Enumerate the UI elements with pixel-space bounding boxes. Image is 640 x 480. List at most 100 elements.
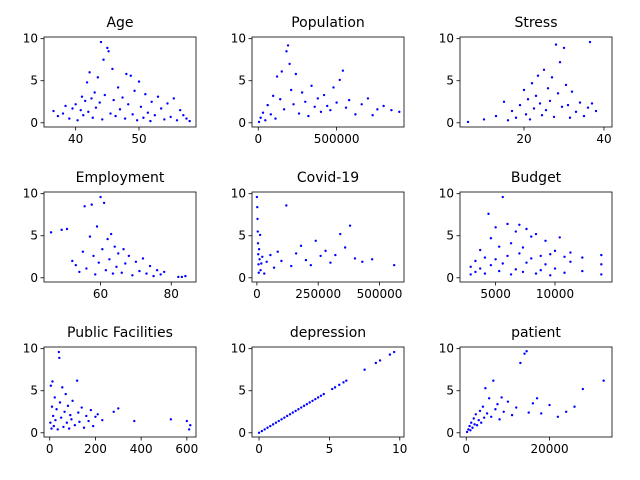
data-point	[71, 259, 74, 263]
data-point	[600, 273, 603, 276]
data-point	[53, 396, 56, 399]
data-point	[261, 255, 264, 258]
data-point	[474, 270, 477, 274]
data-point	[345, 379, 348, 382]
data-point	[269, 253, 272, 257]
data-point	[501, 262, 504, 265]
data-point	[282, 108, 286, 111]
data-point	[483, 272, 487, 275]
data-point	[485, 412, 489, 415]
data-point	[518, 252, 521, 255]
y-tick-label: 5	[30, 384, 38, 398]
data-point	[297, 408, 300, 411]
data-point	[333, 386, 337, 389]
data-point	[94, 273, 97, 276]
data-point	[546, 87, 550, 90]
data-point	[106, 237, 109, 241]
data-point	[155, 269, 159, 272]
y-tick-label: 5	[30, 74, 38, 88]
subplot-title: Public Facilities	[67, 325, 173, 341]
data-point	[137, 80, 141, 83]
data-point	[113, 245, 116, 248]
y-tick-label: 0	[30, 426, 38, 440]
data-point	[104, 269, 108, 272]
data-point	[292, 103, 295, 106]
data-point	[269, 113, 272, 116]
data-point	[329, 108, 332, 112]
data-point	[263, 272, 266, 275]
y-tick-label: 10	[231, 342, 246, 356]
data-point	[101, 248, 104, 251]
data-point	[259, 269, 262, 272]
data-point	[566, 103, 570, 107]
data-point	[556, 92, 560, 95]
subplot-budget: Budget 5000 10000 0 5 10	[439, 170, 613, 301]
data-point	[497, 245, 501, 248]
axes-frame	[459, 36, 613, 128]
data-point	[324, 249, 327, 253]
data-point	[87, 419, 90, 423]
data-point	[528, 118, 532, 121]
data-point	[550, 76, 554, 79]
data-point	[162, 270, 166, 274]
data-point	[260, 262, 263, 265]
data-point	[475, 424, 479, 427]
data-point	[470, 421, 473, 424]
y-tick-label: 0	[30, 271, 38, 285]
data-point	[52, 424, 56, 428]
data-point	[257, 431, 261, 434]
y-tick-label: 5	[238, 74, 246, 88]
data-point	[581, 269, 584, 273]
data-point	[107, 50, 110, 53]
data-point	[109, 232, 113, 236]
subplot-title: patient	[511, 325, 561, 341]
data-point	[530, 235, 533, 238]
data-point	[474, 259, 477, 263]
data-point	[524, 113, 528, 116]
data-point	[114, 114, 117, 118]
data-point	[309, 263, 313, 267]
data-point	[319, 254, 322, 258]
y-tick-label: 5	[446, 74, 454, 88]
data-point	[78, 420, 81, 424]
data-point	[354, 113, 357, 116]
data-point	[322, 392, 325, 396]
data-point	[277, 419, 280, 423]
data-point	[139, 105, 143, 109]
data-point	[536, 74, 540, 77]
data-point	[138, 269, 141, 273]
data-point	[371, 114, 374, 117]
data-point	[145, 272, 148, 275]
subplot-title: Population	[291, 15, 365, 31]
data-point	[578, 101, 582, 104]
data-point	[548, 403, 551, 407]
data-point	[506, 400, 510, 403]
data-point	[146, 111, 150, 114]
data-point	[497, 269, 501, 273]
data-point	[465, 430, 469, 434]
data-point	[272, 266, 276, 269]
data-point	[490, 415, 493, 419]
y-tick-label: 10	[231, 32, 246, 46]
data-point	[600, 263, 603, 266]
data-point	[553, 249, 557, 253]
data-point	[52, 109, 55, 113]
data-point	[283, 416, 286, 419]
data-point	[314, 397, 317, 401]
data-point	[94, 415, 97, 419]
data-point	[65, 227, 69, 231]
data-point	[83, 99, 87, 103]
y-tick-label: 0	[446, 116, 454, 130]
data-point	[98, 101, 101, 104]
data-point	[133, 419, 136, 423]
x-tick-label: 80	[164, 287, 179, 301]
data-point	[62, 425, 65, 429]
data-point	[360, 103, 363, 106]
data-point	[569, 251, 572, 254]
data-point	[308, 401, 311, 404]
subplot-age: Age 40 50 0 5 10	[23, 15, 197, 146]
data-point	[582, 114, 586, 118]
data-point	[149, 119, 152, 123]
data-point	[291, 411, 295, 414]
